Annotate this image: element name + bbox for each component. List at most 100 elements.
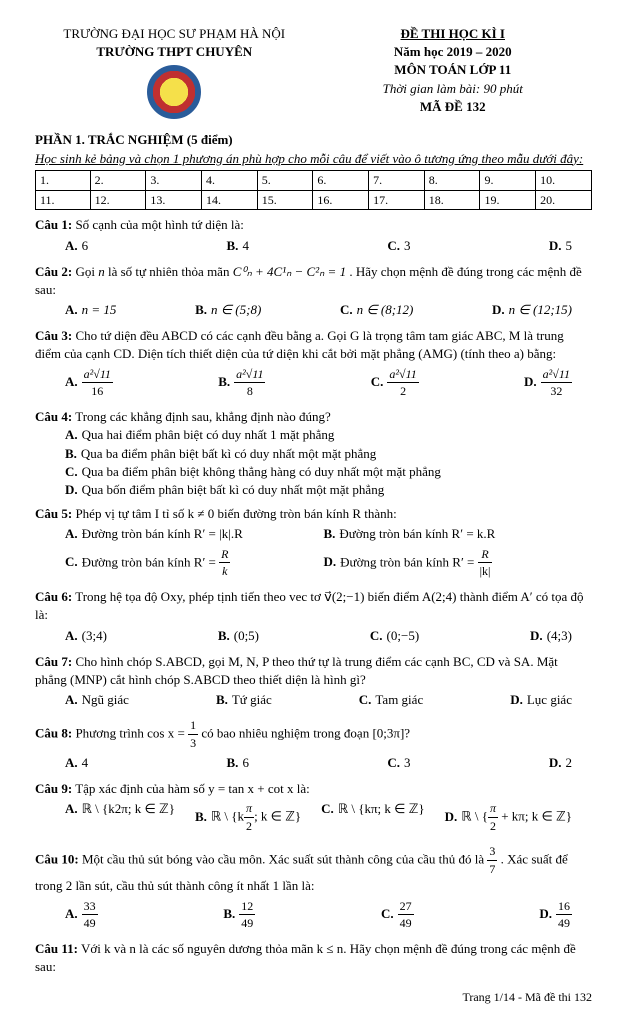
q3-text: Cho tứ diện đều ABCD có các cạnh đều bằn…	[35, 328, 564, 361]
q10-opt-d: D.1649	[539, 898, 572, 933]
q9-label: Câu 9:	[35, 781, 72, 796]
q8-opt-c: C.3	[387, 754, 410, 772]
q6-opt-c: C.(0;−5)	[370, 627, 419, 645]
university-name: TRƯỜNG ĐẠI HỌC SƯ PHẠM HÀ NỘI	[35, 25, 314, 43]
q8-label: Câu 8:	[35, 726, 72, 741]
q3-opt-a: A.a²√1116	[65, 366, 113, 401]
q4-opt-c: C.Qua ba điểm phân biệt không thẳng hàng…	[35, 463, 592, 481]
q3-opt-c: C.a²√112	[371, 366, 419, 401]
answer-grid: 1. 2. 3. 4. 5. 6. 7. 8. 9. 10. 11. 12. 1…	[35, 170, 592, 211]
exam-subject: MÔN TOÁN LỚP 11	[314, 61, 593, 79]
q2-opt-a: A.n = 15	[65, 301, 116, 319]
grid-cell: 20.	[536, 190, 592, 210]
exam-title: ĐỀ THI HỌC KÌ I	[314, 25, 593, 43]
q10-label: Câu 10:	[35, 851, 79, 866]
q5-opt-a: A.Đường tròn bán kính R′ = |k|.R	[65, 525, 314, 543]
q2-opt-c: C.n ∈ (8;12)	[340, 301, 413, 319]
q2-text-before: Gọi	[75, 264, 98, 279]
q6-opt-b: B.(0;5)	[218, 627, 259, 645]
q2-opt-b: B.n ∈ (5;8)	[195, 301, 261, 319]
q4-opt-b: B.Qua ba điểm phân biệt bất kì có duy nh…	[35, 445, 592, 463]
q2-options: A.n = 15 B.n ∈ (5;8) C.n ∈ (8;12) D.n ∈ …	[35, 299, 592, 321]
q7-opt-c: C.Tam giác	[359, 691, 423, 709]
question-6: Câu 6: Trong hệ tọa độ Oxy, phép tịnh ti…	[35, 588, 592, 647]
section1-title: PHẦN 1. TRẮC NGHIỆM (5 điểm)	[35, 131, 592, 149]
q2-formula: C⁰ₙ + 4C¹ₙ − C²ₙ = 1	[233, 264, 346, 279]
q9-opt-b: B.ℝ \ {kπ2; k ∈ ℤ}	[195, 800, 301, 835]
q7-opt-b: B.Tứ giác	[216, 691, 272, 709]
grid-cell: 2.	[90, 170, 146, 190]
question-11: Câu 11: Với k và n là các số nguyên dươn…	[35, 940, 592, 976]
q6-opt-d: D.(4;3)	[530, 627, 572, 645]
q8-opt-d: D.2	[549, 754, 572, 772]
q9-opt-d: D.ℝ \ {π2 + kπ; k ∈ ℤ}	[445, 800, 572, 835]
q3-label: Câu 3:	[35, 328, 72, 343]
grid-cell: 10.	[536, 170, 592, 190]
grid-cell: 16.	[313, 190, 369, 210]
school-name: TRƯỜNG THPT CHUYÊN	[35, 43, 314, 61]
q2-opt-d: D.n ∈ (12;15)	[492, 301, 572, 319]
q6-opt-a: A.(3;4)	[65, 627, 107, 645]
grid-cell: 17.	[369, 190, 425, 210]
school-logo-icon	[147, 65, 201, 119]
q6-text: Trong hệ tọa độ Oxy, phép tịnh tiến theo…	[35, 589, 584, 622]
q9-opt-c: C.ℝ \ {kπ; k ∈ ℤ}	[321, 800, 424, 835]
q3-options: A.a²√1116 B.a²√118 C.a²√112 D.a²√1132	[35, 364, 592, 403]
q2-label: Câu 2:	[35, 264, 72, 279]
grid-cell: 19.	[480, 190, 536, 210]
q5-opt-c: C.Đường tròn bán kính R′ = Rk	[65, 546, 314, 581]
grid-cell: 18.	[424, 190, 480, 210]
question-4: Câu 4: Trong các khẳng định sau, khẳng đ…	[35, 408, 592, 499]
grid-cell: 15.	[257, 190, 313, 210]
q8-opt-b: B.6	[227, 754, 249, 772]
q5-text: Phép vị tự tâm I tỉ số k ≠ 0 biến đường …	[75, 506, 396, 521]
q1-opt-c: C.3	[387, 237, 410, 255]
q2-text-mid: là số tự nhiên thỏa mãn	[108, 264, 233, 279]
exam-code: MÃ ĐỀ 132	[314, 98, 593, 116]
q10-opt-a: A.3349	[65, 898, 98, 933]
q8-options: A.4 B.6 C.3 D.2	[35, 752, 592, 774]
q7-label: Câu 7:	[35, 654, 72, 669]
q7-opt-a: A.Ngũ giác	[65, 691, 129, 709]
grid-cell: 8.	[424, 170, 480, 190]
grid-cell: 7.	[369, 170, 425, 190]
q11-text: Với k và n là các số nguyên dương thỏa m…	[35, 941, 576, 974]
q10-text-pre: Một cầu thủ sút bóng vào cầu môn. Xác su…	[82, 851, 487, 866]
q3-opt-b: B.a²√118	[218, 366, 265, 401]
grid-cell: 13.	[146, 190, 202, 210]
q8-text-pre: Phương trình cos x =	[75, 726, 188, 741]
question-3: Câu 3: Cho tứ diện đều ABCD có các cạnh …	[35, 327, 592, 402]
q5-opt-d: D.Đường tròn bán kính R′ = R|k|	[324, 546, 573, 581]
q8-opt-a: A.4	[65, 754, 88, 772]
q1-opt-d: D.5	[549, 237, 572, 255]
q10-options: A.3349 B.1249 C.2749 D.1649	[35, 896, 592, 935]
q1-label: Câu 1:	[35, 217, 72, 232]
question-7: Câu 7: Cho hình chóp S.ABCD, gọi M, N, P…	[35, 653, 592, 712]
question-1: Câu 1: Số cạnh của một hình tứ diện là: …	[35, 216, 592, 256]
grid-cell: 11.	[36, 190, 91, 210]
question-9: Câu 9: Tập xác định của hàm số y = tan x…	[35, 780, 592, 837]
q9-options: A.ℝ \ {k2π; k ∈ ℤ} B.ℝ \ {kπ2; k ∈ ℤ} C.…	[35, 798, 592, 837]
section1-instruction: Học sinh kẻ bảng và chọn 1 phương án phù…	[35, 150, 592, 168]
grid-cell: 4.	[202, 170, 258, 190]
grid-cell: 14.	[202, 190, 258, 210]
header-right: ĐỀ THI HỌC KÌ I Năm học 2019 – 2020 MÔN …	[314, 25, 593, 123]
grid-row-2: 11. 12. 13. 14. 15. 16. 17. 18. 19. 20.	[36, 190, 592, 210]
grid-row-1: 1. 2. 3. 4. 5. 6. 7. 8. 9. 10.	[36, 170, 592, 190]
q1-options: A.6 B.4 C.3 D.5	[35, 235, 592, 257]
q1-text: Số cạnh của một hình tứ diện là:	[75, 217, 243, 232]
q10-opt-b: B.1249	[223, 898, 255, 933]
question-5: Câu 5: Phép vị tự tâm I tỉ số k ≠ 0 biến…	[35, 505, 592, 582]
q4-label: Câu 4:	[35, 409, 72, 424]
q3-opt-d: D.a²√1132	[524, 366, 572, 401]
grid-cell: 12.	[90, 190, 146, 210]
q11-label: Câu 11:	[35, 941, 78, 956]
q5-options: A.Đường tròn bán kính R′ = |k|.R B.Đường…	[35, 523, 592, 582]
header-left: TRƯỜNG ĐẠI HỌC SƯ PHẠM HÀ NỘI TRƯỜNG THP…	[35, 25, 314, 123]
q7-options: A.Ngũ giác B.Tứ giác C.Tam giác D.Lục gi…	[35, 689, 592, 711]
grid-cell: 5.	[257, 170, 313, 190]
page-footer: Trang 1/14 - Mã đề thi 132	[35, 989, 592, 1006]
grid-cell: 1.	[36, 170, 91, 190]
q9-opt-a: A.ℝ \ {k2π; k ∈ ℤ}	[65, 800, 175, 835]
q4-opt-a: A.Qua hai điểm phân biệt có duy nhất 1 m…	[35, 426, 592, 444]
